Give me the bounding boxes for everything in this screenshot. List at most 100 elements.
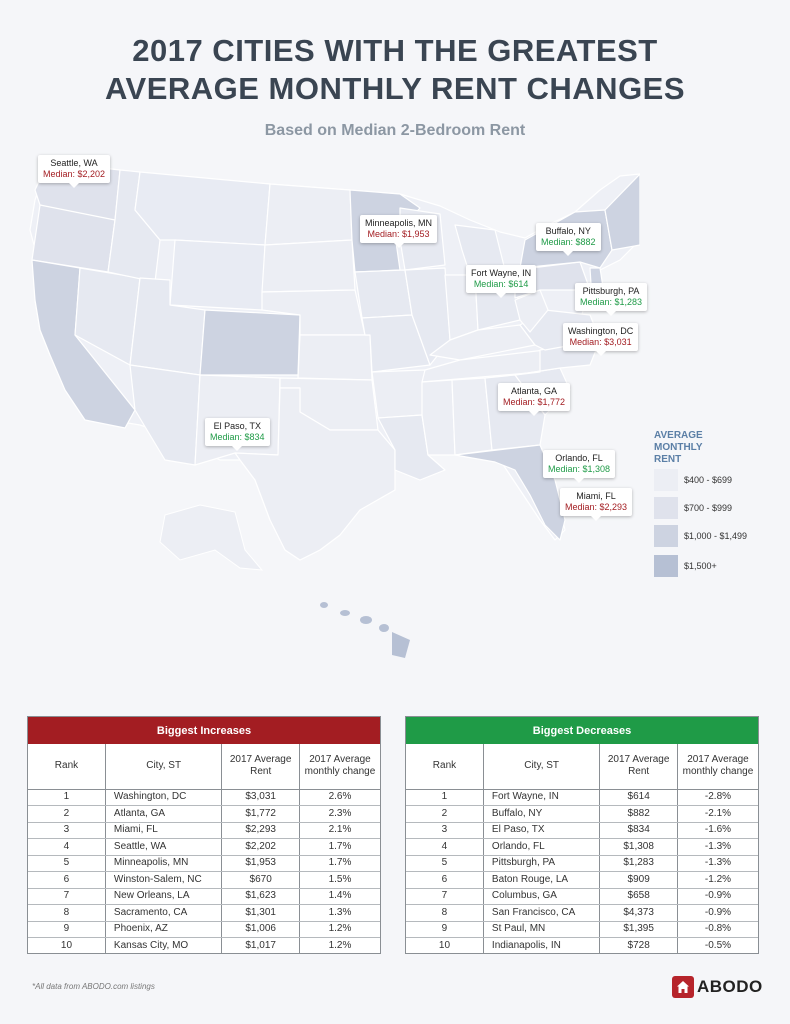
cell-rank: 2 [28,805,106,823]
state-wyoming [169,239,266,311]
cell-rank: 4 [406,838,484,856]
cell-rent: $658 [599,888,678,905]
cell-change: -2.1% [676,805,758,823]
cell-rent: $3,031 [221,789,300,806]
table-row: 3 El Paso, TX $834 -1.6% [406,822,758,839]
table-row: 7 New Orleans, LA $1,623 1.4% [28,888,380,905]
cell-city: Seattle, WA [104,838,223,856]
increases-table: Biggest Increases Rank City, ST 2017 Ave… [27,716,381,954]
cell-rank: 8 [28,904,106,922]
cell-rent: $1,395 [599,921,678,938]
state-alaska [159,504,264,571]
house-icon [672,976,694,998]
cell-rent: $834 [599,822,678,839]
footnote: *All data from ABODO.com listings [32,982,155,991]
legend-swatch [654,469,678,491]
callout-fort-wayne: Fort Wayne, IN Median: $614 [466,265,537,298]
cell-rent: $1,308 [599,838,678,856]
cell-rank: 10 [406,937,484,954]
callout-city: Fort Wayne, IN [471,268,532,278]
cell-city: Fort Wayne, IN [482,789,601,806]
cell-change: -1.3% [676,855,758,872]
cell-change: -0.5% [676,937,758,954]
cell-rent: $1,017 [221,937,300,954]
col-rank: Rank [28,744,106,790]
callout-pittsburgh: Pittsburgh, PA Median: $1,283 [575,283,648,316]
cell-city: Pittsburgh, PA [482,855,601,872]
state-mississippi [421,379,456,456]
decreases-grid: Rank City, ST 2017 Average Rent 2017 Ave… [406,744,758,954]
cell-rank: 9 [406,921,484,938]
cell-city: Kansas City, MO [104,937,223,954]
cell-rank: 5 [28,855,106,872]
callout-city: El Paso, TX [213,421,261,431]
cell-rent: $2,293 [221,822,300,839]
cell-city: Sacramento, CA [104,904,223,922]
cell-change: 1.7% [298,838,380,856]
callout-city: Minneapolis, MN [365,218,433,228]
col-rank: Rank [406,744,484,790]
cell-city: Columbus, GA [482,888,601,905]
cell-rent: $1,623 [221,888,300,905]
state-hawaii [320,602,410,658]
cell-rank: 7 [28,888,106,905]
cell-rent: $882 [599,805,678,823]
cell-rank: 3 [406,822,484,839]
cell-rank: 3 [28,822,106,839]
cell-rent: $1,953 [221,855,300,872]
table-row: 10 Kansas City, MO $1,017 1.2% [28,937,380,954]
cell-change: -2.8% [676,789,758,806]
cell-rent: $614 [599,789,678,806]
table-row: 8 San Francisco, CA $4,373 -0.9% [406,904,758,922]
cell-rank: 8 [406,904,484,922]
cell-city: Indianapolis, IN [482,937,601,954]
table-row: 4 Seattle, WA $2,202 1.7% [28,838,380,856]
col-change: 2017 Average monthly change [676,744,758,790]
title-line-2: AVERAGE MONTHLY RENT CHANGES [104,71,686,106]
cell-city: San Francisco, CA [482,904,601,922]
callout-median: Median: $882 [541,237,596,247]
callout-orlando: Orlando, FL Median: $1,308 [543,450,616,483]
cell-rent: $1,006 [221,921,300,938]
state-arizona [129,364,201,466]
callout-minneapolis: Minneapolis, MN Median: $1,953 [360,215,438,248]
callout-median: Median: $614 [473,279,529,289]
cell-rent: $1,283 [599,855,678,872]
table-row: 5 Minneapolis, MN $1,953 1.7% [28,855,380,872]
logo-text: ABODO [697,977,763,996]
cell-rent: $1,301 [221,904,300,922]
abodo-logo: ABODO [672,976,763,998]
cell-change: -0.8% [676,921,758,938]
page-title: 2017 CITIES WITH THE GREATEST AVERAGE MO… [0,32,790,108]
callout-seattle: Seattle, WA Median: $2,202 [38,155,111,188]
cell-change: 2.1% [298,822,380,839]
cell-city: Buffalo, NY [482,805,601,823]
cell-city: Miami, FL [104,822,223,839]
table-row: 2 Atlanta, GA $1,772 2.3% [28,805,380,823]
cell-change: -1.6% [676,822,758,839]
col-city: City, ST [104,744,223,790]
callout-median: Median: $2,293 [565,502,628,512]
state-montana [134,171,271,246]
cell-change: 2.6% [298,789,380,806]
callout-median: Median: $1,308 [548,464,611,474]
cell-rent: $909 [599,871,678,889]
col-change: 2017 Average monthly change [298,744,380,790]
cell-change: 1.3% [298,904,380,922]
increases-body: 1 Washington, DC $3,031 2.6% 2 Atlanta, GA $1,… [28,789,380,954]
cell-change: -0.9% [676,888,758,905]
callout-atlanta: Atlanta, GA Median: $1,772 [498,383,571,416]
callout-washington: Washington, DC Median: $3,031 [563,323,639,356]
state-texas [234,387,396,561]
callout-city: Miami, FL [576,491,616,501]
table-row: 1 Washington, DC $3,031 2.6% [28,789,380,806]
cell-change: -0.9% [676,904,758,922]
col-city: City, ST [482,744,601,790]
decreases-header: Biggest Decreases [406,717,758,744]
cell-rent: $4,373 [599,904,678,922]
state-iowa [354,269,413,319]
cell-rank: 7 [406,888,484,905]
cell-rent: $670 [221,871,300,889]
legend-label: $700 - $999 [684,503,733,513]
col-rent: 2017 Average Rent [221,744,300,790]
